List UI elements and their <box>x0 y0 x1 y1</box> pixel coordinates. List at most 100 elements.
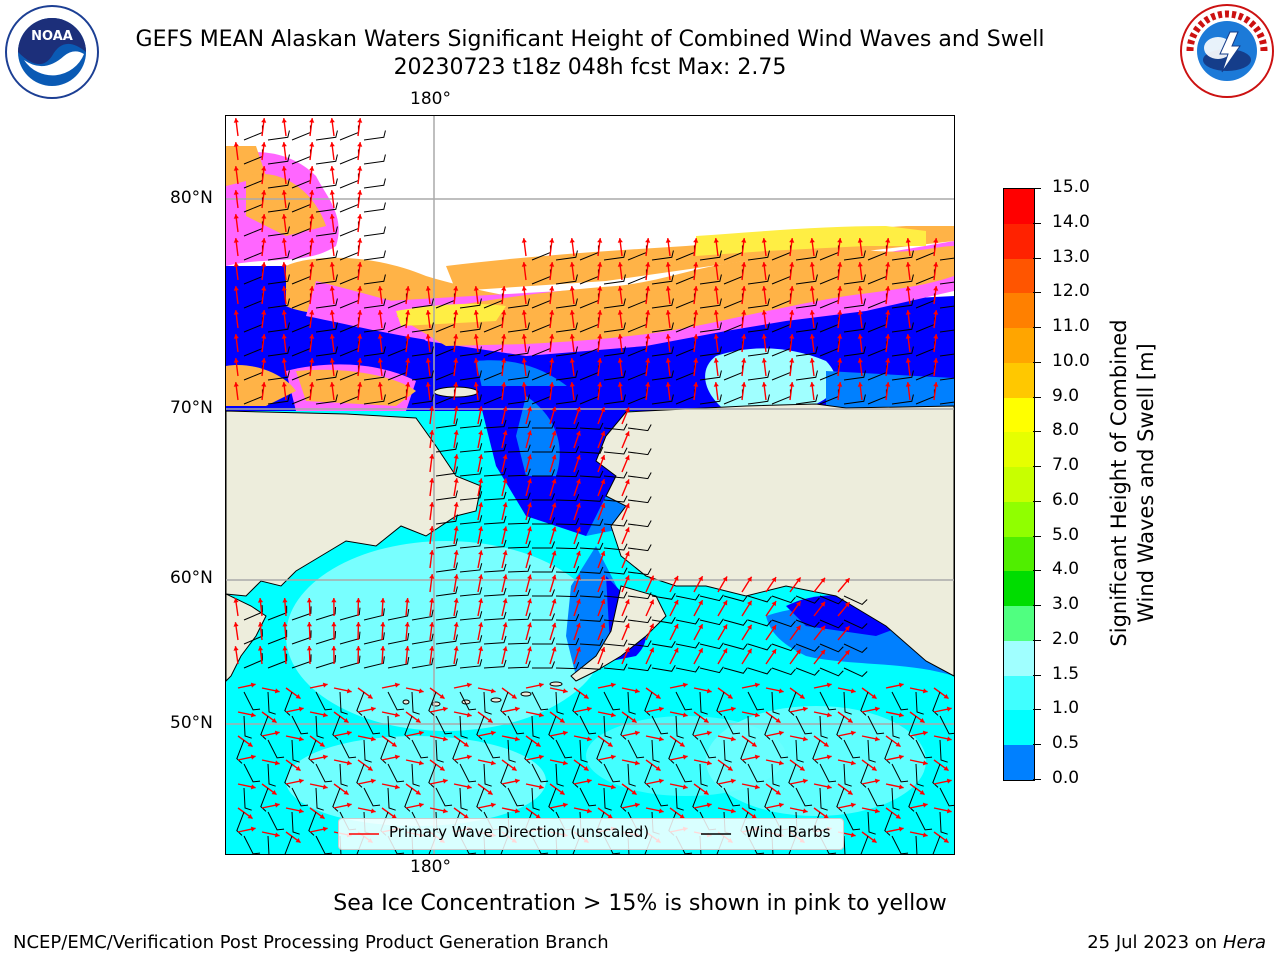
wave-arrow-head <box>771 649 777 655</box>
wave-arrow-head <box>281 334 287 339</box>
wave-arrow-head <box>569 310 575 315</box>
colorbar-title: Significant Height of Combined Wind Wave… <box>1103 188 1159 778</box>
wave-arrow-head <box>885 238 891 243</box>
wind-barb <box>555 517 580 526</box>
wind-barb <box>267 739 285 759</box>
wind-barb <box>459 419 483 429</box>
wind-barb <box>267 130 290 141</box>
wave-arrow-head <box>281 382 287 387</box>
wave-arrow-head <box>425 358 431 363</box>
wave-arrow-head <box>309 262 315 267</box>
wave-arrow-head <box>919 789 925 795</box>
wind-barb <box>315 202 338 213</box>
wave-arrow-head <box>698 600 703 606</box>
wave-arrow-head <box>473 358 479 363</box>
colorbar-tick-label: 3.0 <box>1052 594 1080 615</box>
wind-barb <box>483 515 507 525</box>
wave-arrow-head <box>357 142 363 147</box>
wind-barb <box>836 787 845 812</box>
wave-arrow-head <box>281 310 287 315</box>
wave-arrow-head <box>478 526 484 532</box>
colorbar-tick-label: 1.5 <box>1052 663 1080 684</box>
wave-arrow-head <box>442 808 448 814</box>
wave-arrow-head <box>377 334 383 339</box>
wave-arrow-head <box>706 688 712 694</box>
wind-barb <box>675 691 693 711</box>
colorbar-tick-label: 12.0 <box>1052 281 1090 302</box>
wave-arrow-head <box>562 760 568 766</box>
colorbar-segment <box>1004 675 1034 711</box>
wave-arrow-head <box>478 622 484 628</box>
wind-barb <box>555 298 578 309</box>
wave-arrow-head <box>693 358 699 363</box>
wind-barb <box>236 811 245 836</box>
wave-arrow-head <box>490 730 496 736</box>
wave-arrow-head <box>747 648 752 654</box>
wind-barb <box>627 520 652 528</box>
wind-barb <box>699 346 722 357</box>
wind-barb <box>579 470 604 478</box>
wave-arrow-head <box>905 286 911 291</box>
wind-barb <box>747 298 770 309</box>
wave-arrow-head <box>809 358 815 363</box>
wind-barb <box>795 394 818 405</box>
wind-barb <box>788 763 797 788</box>
wind-barb <box>435 514 458 525</box>
wave-arrow-head <box>478 454 484 460</box>
map-panel <box>225 115 955 855</box>
wind-barb <box>843 250 866 261</box>
wind-barb <box>315 322 338 333</box>
wave-arrow-head <box>306 598 313 603</box>
wave-arrow-head <box>261 382 267 387</box>
wave-arrow-head <box>473 382 479 387</box>
wave-arrow-head <box>634 688 640 694</box>
wave-arrow-head <box>478 406 484 412</box>
wave-arrow-head <box>233 118 239 123</box>
wind-barb <box>747 715 756 739</box>
wind-barb <box>387 763 405 783</box>
wind-barb <box>572 691 581 716</box>
wave-arrow-head <box>346 688 352 694</box>
wave-arrow-head <box>281 214 287 219</box>
wind-barb <box>843 691 852 715</box>
wave-arrow-head <box>789 334 795 339</box>
wind-barb <box>267 226 290 237</box>
wind-barb <box>891 370 914 381</box>
wind-barb <box>603 591 628 599</box>
wave-arrow-head <box>250 826 256 832</box>
wave-arrow-head <box>713 310 719 315</box>
wave-arrow-head <box>795 601 801 607</box>
wave-arrow-head <box>429 406 435 411</box>
wind-barb <box>723 787 741 807</box>
wave-arrow-head <box>514 808 520 814</box>
wave-arrow-head <box>933 238 939 243</box>
wind-barb <box>651 617 676 624</box>
wind-barb <box>891 322 914 333</box>
wind-barb <box>675 665 700 673</box>
wave-arrow-head <box>775 789 781 795</box>
wave-arrow-head <box>658 736 664 742</box>
wave-arrow-head <box>874 736 880 742</box>
wave-arrow-head <box>895 741 901 747</box>
wave-arrow-head <box>713 262 719 267</box>
wave-arrow-head <box>453 574 459 579</box>
wind-barb <box>747 763 765 783</box>
wave-arrow-head <box>501 310 507 315</box>
wave-arrow-head <box>682 754 688 760</box>
wind-barb <box>339 607 361 621</box>
wind-barb <box>603 423 628 431</box>
wave-arrow-head <box>261 262 267 267</box>
wave-arrow-head <box>610 682 616 688</box>
wind-barb <box>699 739 717 759</box>
wave-arrow-head <box>885 310 891 315</box>
wave-arrow-head <box>463 813 469 819</box>
wind-barb <box>356 763 365 788</box>
wave-arrow-head <box>551 526 557 532</box>
wave-arrow-head <box>329 334 335 339</box>
wind-barb <box>579 566 604 574</box>
colorbar-tick-label: 1.0 <box>1052 698 1080 719</box>
wave-arrow-head <box>645 310 651 315</box>
wave-arrow-head <box>549 382 555 387</box>
wave-arrow-head <box>850 802 856 808</box>
wind-barb <box>435 715 453 735</box>
